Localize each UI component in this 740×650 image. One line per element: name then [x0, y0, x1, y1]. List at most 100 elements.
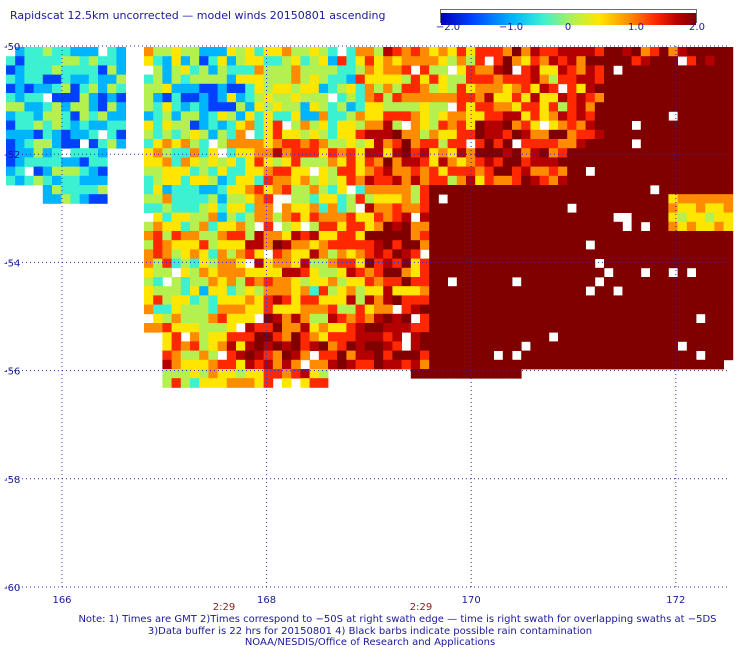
wind-cell: [272, 295, 283, 305]
wind-cell: [668, 83, 678, 94]
wind-cell: [300, 148, 310, 158]
wind-cell: [521, 221, 531, 232]
wind-cell: [6, 83, 16, 94]
wind-cell: [521, 166, 531, 177]
wind-cell: [530, 332, 540, 342]
wind-cell: [705, 295, 715, 305]
wind-cell: [226, 304, 237, 315]
wind-cell: [346, 286, 356, 296]
wind-cell: [475, 341, 485, 351]
wind-cell: [650, 295, 660, 305]
wind-cell: [475, 65, 485, 75]
wind-cell: [558, 56, 568, 66]
wind-cell: [622, 148, 632, 158]
wind-cell: [355, 231, 366, 241]
wind-cell: [576, 102, 586, 112]
wind-cell: [42, 194, 53, 204]
wind-cell: [594, 231, 605, 241]
wind-cell: [420, 359, 430, 370]
wind-cell: [208, 313, 218, 324]
wind-cell: [650, 102, 660, 112]
wind-cell: [558, 332, 568, 342]
wind-cell: [521, 231, 531, 241]
wind-cell: [171, 93, 182, 103]
wind-cell: [309, 65, 320, 75]
wind-cell: [337, 102, 347, 112]
wind-cell: [631, 83, 642, 94]
wind-cell: [567, 240, 577, 250]
wind-cell: [484, 185, 494, 195]
wind-cell: [650, 65, 660, 75]
wind-cell: [493, 65, 504, 75]
wind-cell: [217, 378, 228, 388]
wind-cell: [456, 277, 467, 287]
wind-cell: [548, 240, 559, 250]
wind-cell: [374, 304, 384, 315]
wind-cell: [171, 378, 182, 388]
wind-cell: [52, 157, 62, 167]
lat-label: -54: [4, 258, 20, 269]
wind-cell: [456, 323, 467, 333]
wind-cell: [190, 203, 200, 213]
wind-cell: [530, 323, 540, 333]
wind-cell: [475, 203, 485, 213]
wind-cell: [493, 166, 504, 177]
wind-cell: [61, 129, 71, 140]
wind-cell: [245, 194, 255, 204]
wind-cell: [355, 194, 366, 204]
wind-cell: [714, 56, 724, 66]
wind-cell: [190, 341, 200, 351]
wind-cell: [558, 286, 568, 296]
wind-cell: [383, 111, 393, 121]
wind-cell: [199, 102, 209, 112]
wind-cell: [539, 258, 550, 269]
wind-cell: [466, 203, 476, 213]
wind-cell: [631, 341, 642, 351]
wind-cell: [429, 56, 439, 66]
wind-cell: [79, 111, 90, 121]
wind-cell: [374, 185, 384, 195]
wind-cell: [364, 212, 375, 223]
wind-cell: [714, 267, 724, 278]
wind-cell: [650, 221, 660, 232]
wind-cell: [447, 148, 458, 158]
wind-cell: [530, 267, 540, 278]
wind-cell: [144, 111, 154, 121]
wind-cell: [282, 313, 292, 324]
wind-cell: [337, 249, 347, 259]
wind-cell: [447, 139, 458, 149]
wind-cell: [640, 93, 651, 103]
wind-cell: [355, 341, 366, 351]
wind-cell: [493, 249, 504, 259]
wind-cell: [723, 185, 734, 195]
wind-cell: [558, 240, 568, 250]
wind-cell: [585, 304, 596, 315]
wind-cell: [226, 277, 237, 287]
wind-cell: [42, 129, 53, 140]
wind-cell: [714, 350, 724, 361]
footnotes: Note: 1) Times are GMT 2)Times correspon…: [0, 614, 740, 649]
wind-cell: [180, 369, 191, 379]
wind-cell: [539, 139, 550, 149]
wind-cell: [530, 249, 540, 259]
wind-cell: [723, 240, 734, 250]
wind-cell: [438, 221, 448, 232]
wind-cell: [79, 65, 90, 75]
wind-cell: [24, 65, 34, 75]
wind-cell: [70, 129, 80, 140]
wind-cell: [604, 231, 614, 241]
wind-cell: [180, 249, 191, 259]
wind-cell: [337, 359, 347, 370]
wind-cell: [245, 369, 255, 379]
wind-cell: [282, 111, 292, 121]
wind-cell: [493, 359, 504, 370]
wind-cell: [116, 129, 126, 140]
wind-cell: [714, 359, 724, 370]
wind-cell: [33, 111, 44, 121]
wind-cell: [613, 157, 623, 167]
wind-cell: [567, 185, 577, 195]
wind-cell: [282, 47, 292, 57]
wind-cell: [236, 120, 246, 131]
wind-cell: [236, 93, 246, 103]
wind-cell: [714, 148, 724, 158]
